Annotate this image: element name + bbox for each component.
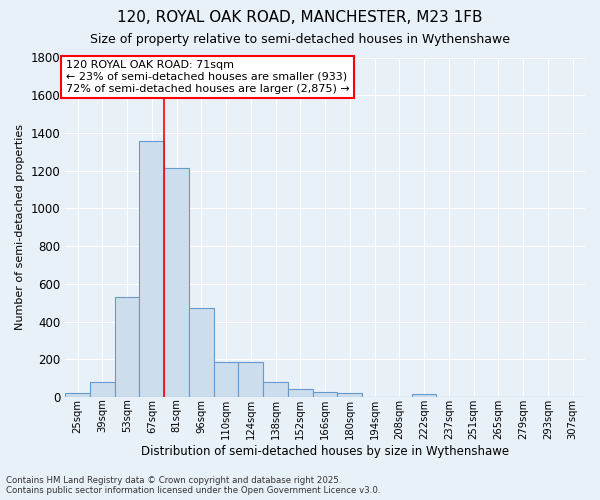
Bar xyxy=(412,394,436,397)
Text: 120, ROYAL OAK ROAD, MANCHESTER, M23 1FB: 120, ROYAL OAK ROAD, MANCHESTER, M23 1FB xyxy=(117,10,483,25)
Bar xyxy=(313,392,337,397)
Text: 120 ROYAL OAK ROAD: 71sqm
← 23% of semi-detached houses are smaller (933)
72% of: 120 ROYAL OAK ROAD: 71sqm ← 23% of semi-… xyxy=(65,60,349,94)
Bar xyxy=(189,308,214,397)
Bar xyxy=(214,362,238,397)
Text: Size of property relative to semi-detached houses in Wythenshawe: Size of property relative to semi-detach… xyxy=(90,32,510,46)
Bar xyxy=(139,142,164,397)
Text: Contains HM Land Registry data © Crown copyright and database right 2025.
Contai: Contains HM Land Registry data © Crown c… xyxy=(6,476,380,495)
Bar xyxy=(65,394,90,397)
Bar xyxy=(90,382,115,397)
X-axis label: Distribution of semi-detached houses by size in Wythenshawe: Distribution of semi-detached houses by … xyxy=(141,444,509,458)
Y-axis label: Number of semi-detached properties: Number of semi-detached properties xyxy=(15,124,25,330)
Bar xyxy=(263,382,288,397)
Bar xyxy=(115,297,139,397)
Bar xyxy=(288,388,313,397)
Bar xyxy=(164,168,189,397)
Bar xyxy=(337,394,362,397)
Bar xyxy=(238,362,263,397)
